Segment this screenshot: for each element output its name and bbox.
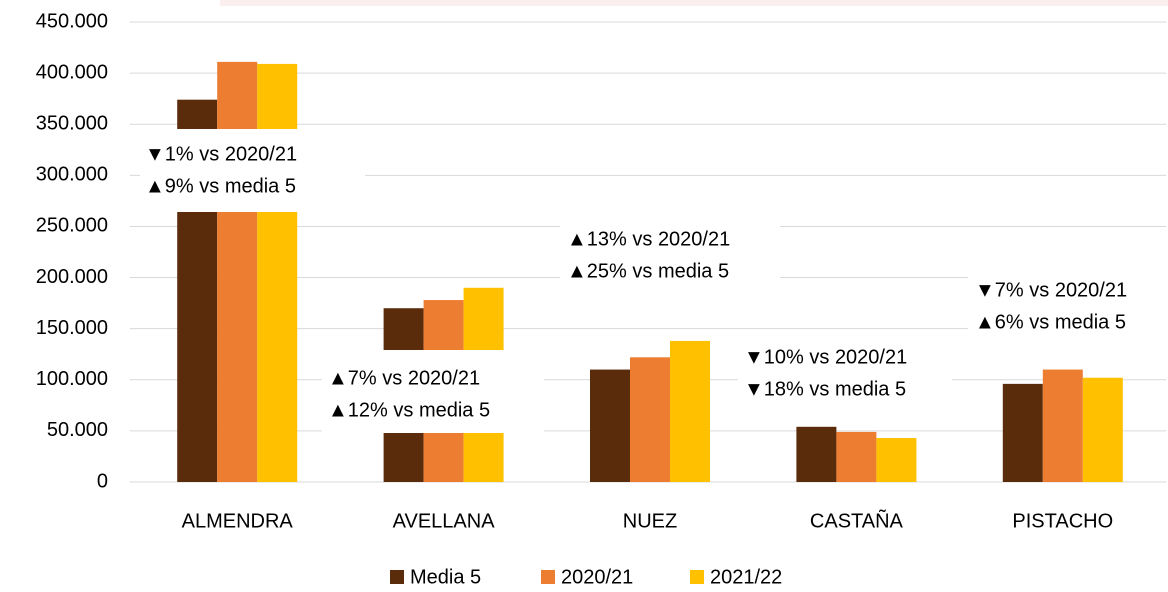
annotation: ▼7% vs 2020/21 — [975, 279, 1127, 301]
bar — [670, 340, 710, 482]
annotation-box — [322, 350, 544, 433]
bar — [590, 369, 630, 482]
annotation: ▲12% vs media 5 — [328, 399, 490, 421]
y-tick-label: 450.000 — [36, 10, 108, 32]
annotation: ▲6% vs media 5 — [975, 311, 1126, 333]
x-tick-label: ALMENDRA — [182, 510, 294, 532]
bar — [1002, 383, 1043, 482]
y-tick-label: 250.000 — [36, 215, 108, 237]
bar — [217, 61, 258, 482]
annotation: ▼10% vs 2020/21 — [744, 346, 907, 368]
y-tick-label: 0 — [97, 470, 108, 492]
y-tick-label: 400.000 — [36, 61, 108, 83]
bar — [1042, 369, 1083, 482]
bar — [836, 431, 877, 482]
y-tick-label: 100.000 — [36, 368, 108, 390]
bar — [1082, 377, 1123, 482]
annotation: ▼1% vs 2020/21 — [145, 143, 297, 165]
annotation-box — [560, 218, 780, 293]
x-tick-label: PISTACHO — [1012, 510, 1113, 532]
bar — [796, 426, 837, 482]
annotation: ▲7% vs 2020/21 — [328, 367, 480, 389]
annotation: ▲13% vs 2020/21 — [567, 228, 730, 250]
annotation-box — [140, 129, 365, 212]
y-tick-label: 350.000 — [36, 113, 108, 135]
annotation-box — [738, 338, 952, 410]
y-tick-label: 200.000 — [36, 266, 108, 288]
legend-label: 2021/22 — [710, 566, 782, 588]
annotation: ▼18% vs media 5 — [744, 378, 906, 400]
legend-label: Media 5 — [410, 566, 481, 588]
x-tick-label: CASTAÑA — [810, 508, 904, 532]
y-tick-label: 50.000 — [47, 419, 108, 441]
legend-swatch — [690, 570, 704, 584]
y-tick-label: 150.000 — [36, 317, 108, 339]
annotation: ▲25% vs media 5 — [567, 260, 729, 282]
bar — [257, 63, 298, 483]
annotation-box — [968, 268, 1168, 340]
x-tick-label: AVELLANA — [393, 510, 496, 532]
bar — [876, 438, 917, 482]
legend-label: 2020/21 — [561, 566, 633, 588]
y-tick-label: 300.000 — [36, 164, 108, 186]
bar — [630, 357, 670, 482]
legend-swatch — [390, 570, 404, 584]
legend-swatch — [541, 570, 555, 584]
x-tick-label: NUEZ — [623, 510, 677, 532]
annotation: ▲9% vs media 5 — [145, 175, 296, 197]
top-band — [220, 0, 1168, 6]
